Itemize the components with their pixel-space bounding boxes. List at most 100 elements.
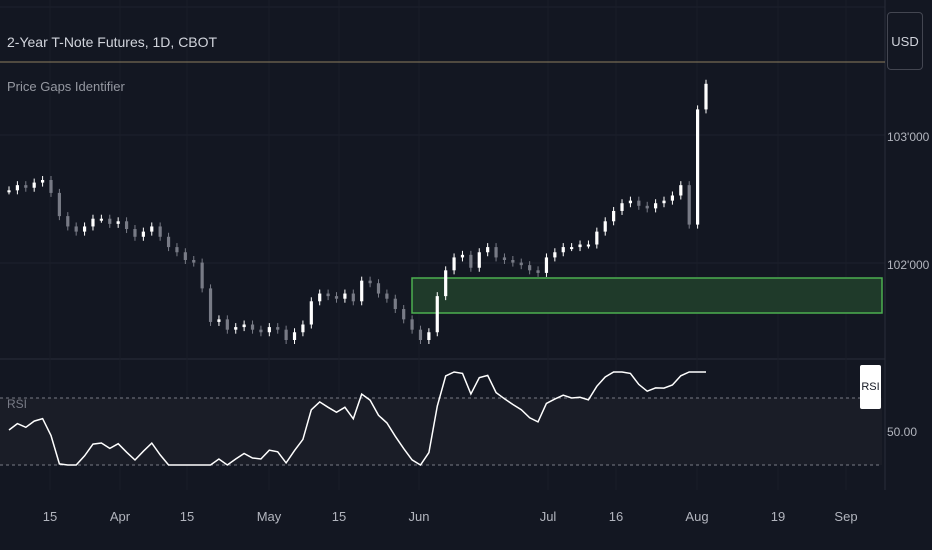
candle-body bbox=[670, 195, 675, 201]
candle-body bbox=[334, 296, 339, 299]
candle-body bbox=[351, 293, 355, 302]
candle-body bbox=[620, 203, 624, 211]
candle-body bbox=[469, 254, 473, 268]
candle-body bbox=[553, 252, 557, 258]
candle-body bbox=[183, 252, 187, 260]
candle-body bbox=[360, 280, 364, 302]
candle-body bbox=[259, 329, 263, 333]
candle-body bbox=[124, 221, 129, 230]
x-tick-label: 15 bbox=[43, 509, 57, 524]
candle-body bbox=[309, 301, 313, 325]
candle-body bbox=[628, 200, 633, 204]
candle-body bbox=[82, 226, 87, 232]
candle-body bbox=[679, 185, 683, 196]
candle-body bbox=[192, 260, 196, 263]
candle-body bbox=[376, 283, 381, 294]
candle-body bbox=[40, 180, 45, 183]
candle-body bbox=[528, 265, 532, 271]
candle-body bbox=[158, 226, 162, 237]
rsi-line bbox=[8, 371, 706, 467]
candle-body bbox=[570, 247, 574, 250]
candle-body bbox=[116, 221, 120, 224]
candle-body bbox=[427, 332, 431, 340]
gap-zone[interactable] bbox=[411, 277, 883, 314]
candle-body bbox=[250, 324, 255, 330]
candle-body bbox=[15, 185, 19, 191]
candle-body bbox=[561, 247, 565, 253]
candle-body bbox=[318, 293, 322, 302]
candle-body bbox=[418, 329, 423, 340]
candle-body bbox=[66, 216, 70, 227]
candle-body bbox=[435, 296, 439, 333]
candle-body bbox=[217, 319, 221, 322]
candle-body bbox=[99, 218, 103, 221]
candle-body bbox=[32, 182, 36, 188]
candle-body bbox=[326, 293, 330, 297]
candle-body bbox=[141, 231, 145, 237]
x-axis: 15 Apr 15 May 15 Jun Jul 16 Aug 19 Sep bbox=[43, 509, 858, 524]
candle-body bbox=[687, 185, 691, 225]
candle-body bbox=[511, 260, 515, 263]
rsi-pane-label: RSI bbox=[7, 397, 27, 411]
x-tick-label: Aug bbox=[685, 509, 708, 524]
candle-body bbox=[460, 254, 465, 258]
candle-body bbox=[444, 270, 448, 297]
candle-body bbox=[402, 309, 406, 320]
candle-body bbox=[276, 327, 280, 330]
candle-body bbox=[234, 327, 238, 330]
candle-body bbox=[595, 231, 599, 245]
candle-body bbox=[7, 190, 11, 193]
candle-body bbox=[368, 280, 372, 284]
candle-body bbox=[49, 180, 53, 193]
candle-body bbox=[586, 244, 591, 247]
rsi-tick-label: 50.00 bbox=[887, 425, 917, 439]
candle-body bbox=[502, 257, 507, 260]
candle-body bbox=[74, 226, 78, 232]
candle-body bbox=[108, 218, 112, 224]
candle-body bbox=[654, 203, 658, 209]
candle-body bbox=[603, 221, 607, 232]
x-tick-label: 15 bbox=[332, 509, 346, 524]
candle-body bbox=[578, 244, 582, 248]
candle-body bbox=[393, 298, 397, 310]
candle-body bbox=[292, 332, 297, 340]
candle-body bbox=[410, 319, 414, 330]
candle-body bbox=[544, 257, 549, 273]
candle-body bbox=[301, 324, 305, 333]
candle-body bbox=[175, 247, 179, 253]
candle-body bbox=[133, 229, 137, 237]
candle-body bbox=[57, 192, 61, 217]
candle-body bbox=[486, 247, 490, 253]
candle-body bbox=[225, 319, 229, 330]
y-tick-label: 103'000 bbox=[887, 130, 930, 144]
candle-body bbox=[494, 247, 498, 258]
x-tick-label: 15 bbox=[180, 509, 194, 524]
candle-body bbox=[637, 200, 641, 206]
x-tick-label: 19 bbox=[771, 509, 785, 524]
y-tick-label: 102'000 bbox=[887, 258, 930, 272]
x-tick-label: Jul bbox=[540, 509, 557, 524]
indicator-label: Price Gaps Identifier bbox=[7, 79, 125, 94]
candle-body bbox=[536, 270, 540, 273]
candles bbox=[7, 79, 708, 344]
x-tick-label: 16 bbox=[609, 509, 623, 524]
candle-body bbox=[704, 83, 708, 110]
candle-body bbox=[24, 185, 28, 188]
currency-button[interactable]: USD bbox=[887, 12, 923, 70]
candle-body bbox=[343, 293, 347, 299]
x-tick-label: Jun bbox=[409, 509, 430, 524]
candle-body bbox=[267, 327, 271, 333]
candle-body bbox=[385, 293, 389, 299]
rsi-band bbox=[0, 398, 882, 465]
candle-body bbox=[662, 200, 666, 204]
y-axis: 103'000 102'000 50.00 bbox=[887, 130, 930, 439]
candle-body bbox=[519, 262, 523, 266]
x-tick-label: Sep bbox=[834, 509, 857, 524]
candle-body bbox=[200, 262, 204, 289]
candle-body bbox=[166, 236, 171, 248]
candle-body bbox=[696, 109, 700, 225]
candle-body bbox=[612, 210, 616, 222]
candle-body bbox=[645, 205, 649, 209]
x-tick-label: Apr bbox=[110, 509, 131, 524]
